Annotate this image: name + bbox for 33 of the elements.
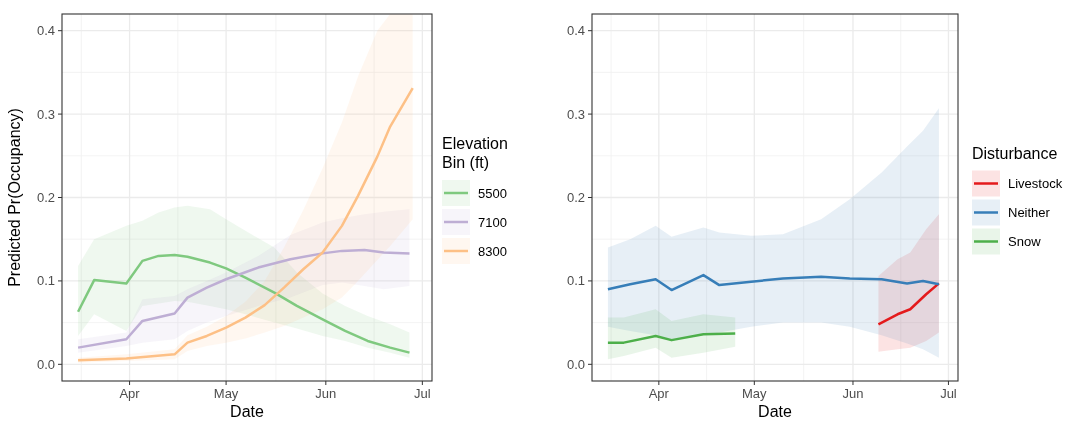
y-tick-label: 0.3 [566,106,585,122]
y-tick-label: 0.2 [566,190,585,205]
legend-label: Neither [1008,205,1051,220]
legend-label: 5500 [478,185,507,201]
x-tick-label: May [742,386,768,401]
y-tick-label: 0.4 [36,23,55,39]
legend-title: Elevation Bin (ft) [442,135,508,171]
line-series [606,332,737,344]
y-tick-label: 0.2 [36,190,55,205]
x-tick-label: May [213,386,239,401]
legend-label: 7100 [478,214,507,230]
x-axis-title: Date [758,403,792,420]
legend-label: Livestock [1008,176,1063,191]
y-tick-label: 0.1 [36,273,55,289]
x-tick-label: Jun [842,386,864,401]
line-series [76,86,414,362]
legend-title: Disturbance [972,144,1058,162]
x-tick-label: Jun [315,386,337,401]
y-tick-label: 0.0 [36,356,55,372]
line-series [606,273,941,292]
y-tick-label: 0.0 [566,356,585,372]
x-tick-label: Jul [940,386,957,401]
x-tick-label: Apr [648,386,670,401]
y-axis-title: Predicted Pr(Occupancy) [6,108,23,287]
x-tick-label: Apr [119,386,141,401]
x-axis-title: Date [230,403,264,420]
legend-label: Snow [1008,234,1042,249]
legend-label: 8300 [478,243,507,259]
y-tick-label: 0.4 [566,23,585,39]
y-tick-label: 0.1 [566,273,585,289]
x-tick-label: Jul [414,386,431,401]
y-tick-label: 0.3 [36,106,55,122]
line-series [877,282,941,326]
